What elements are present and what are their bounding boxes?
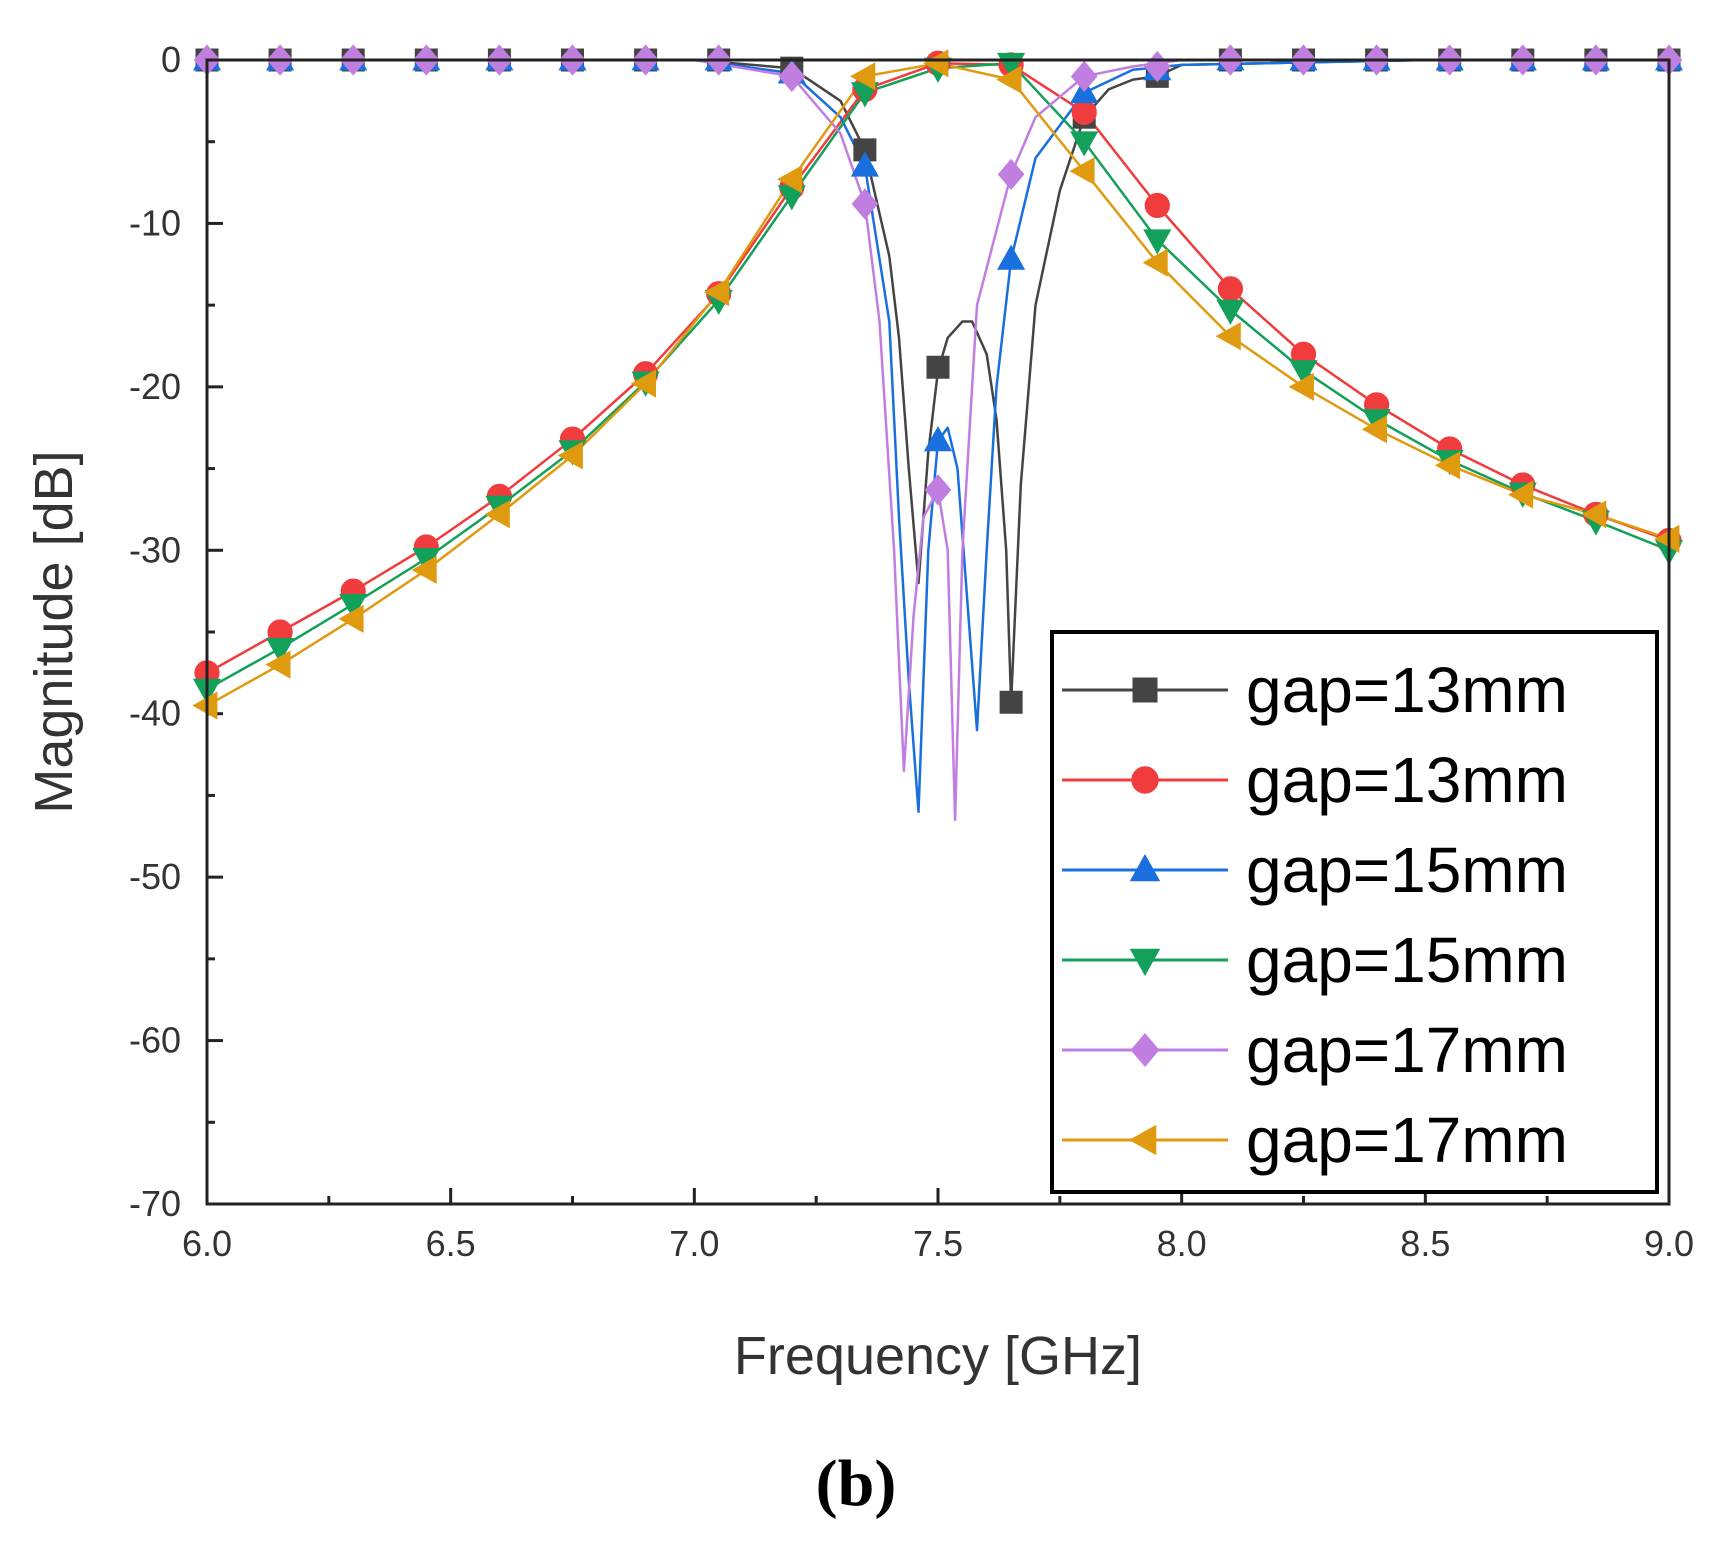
data-point-series-4 xyxy=(1216,299,1245,325)
data-point-series-4 xyxy=(1143,229,1172,255)
data-point-series-5 xyxy=(778,60,806,92)
y-tick-label: -70 xyxy=(129,1183,181,1224)
data-point-series-6 xyxy=(557,441,583,470)
legend-label-1: gap=13mm xyxy=(1246,654,1568,726)
plot-frame xyxy=(205,58,1671,1206)
data-point-series-3 xyxy=(923,426,953,452)
y-tick-labels: 0 -10 -20 -30 -40 -50 -60 -70 xyxy=(129,39,181,1224)
x-tick-label: 6.0 xyxy=(182,1223,232,1264)
data-point-series-6 xyxy=(923,49,949,78)
legend-marker-5 xyxy=(1130,1033,1160,1067)
y-tick-label: -20 xyxy=(129,366,181,407)
data-point-series-5 xyxy=(997,158,1025,191)
legend-marker-1 xyxy=(1132,677,1158,703)
x-tick-label: 9.0 xyxy=(1644,1223,1694,1264)
data-point-series-6 xyxy=(630,369,656,398)
legend-box xyxy=(1050,630,1659,1194)
data-point-series-6 xyxy=(850,62,876,91)
data-point-series-1 xyxy=(999,690,1023,714)
legend-marker-6 xyxy=(1128,1124,1157,1156)
data-point-series-6 xyxy=(1215,322,1241,351)
y-tick-label: -30 xyxy=(129,529,181,570)
legend-label-3: gap=15mm xyxy=(1246,834,1568,906)
series-markers xyxy=(192,44,1684,720)
y-tick-label: -10 xyxy=(129,202,181,243)
y-axis-title: Magnitude [dB] xyxy=(24,450,84,813)
x-tick-label: 8.5 xyxy=(1400,1223,1450,1264)
data-point-series-4 xyxy=(266,637,295,664)
data-point-series-6 xyxy=(338,604,364,633)
x-tick-label: 8.0 xyxy=(1157,1223,1207,1264)
data-point-series-6 xyxy=(192,691,218,720)
data-point-series-6 xyxy=(1581,500,1607,529)
data-point-series-6 xyxy=(1361,415,1387,444)
data-point-series-6 xyxy=(484,500,510,529)
y-tick-label: 0 xyxy=(161,39,181,80)
data-point-series-2 xyxy=(1071,99,1097,125)
x-tick-label: 6.5 xyxy=(426,1223,476,1264)
caption-text: (b) xyxy=(815,1447,897,1520)
data-point-series-6 xyxy=(265,650,291,679)
data-point-series-6 xyxy=(1069,157,1095,186)
data-point-series-1 xyxy=(926,355,950,379)
figure-caption: (b) xyxy=(0,1446,1712,1522)
legend-marker-2 xyxy=(1131,766,1159,794)
data-point-series-5 xyxy=(1070,60,1098,92)
legend: gap=13mm gap=13mm gap=15mm gap=15mm gap=17mm… xyxy=(1050,630,1659,1194)
data-point-series-3 xyxy=(997,244,1026,270)
data-point-series-6 xyxy=(703,278,730,307)
x-axis-title: Frequency [GHz] xyxy=(734,1326,1142,1386)
data-point-series-6 xyxy=(1434,451,1461,480)
legend-label-5: gap=17mm xyxy=(1246,1014,1568,1086)
legend-label-2: gap=13mm xyxy=(1246,744,1568,816)
data-point-series-6 xyxy=(996,65,1022,94)
data-point-series-6 xyxy=(1288,372,1314,401)
data-point-series-4 xyxy=(339,593,368,619)
data-point-series-5 xyxy=(924,474,952,506)
legend-marker-4 xyxy=(1129,948,1161,977)
data-point-series-4 xyxy=(1070,131,1099,157)
legend-label-6: gap=17mm xyxy=(1246,1104,1568,1176)
x-tick-label: 7.5 xyxy=(913,1223,963,1264)
y-tick-label: -50 xyxy=(129,856,181,897)
legend-marker-3 xyxy=(1129,853,1161,882)
data-point-series-3 xyxy=(850,151,879,177)
x-tick-label: 7.0 xyxy=(669,1223,719,1264)
data-point-series-5 xyxy=(851,188,879,220)
y-tick-label: -40 xyxy=(129,693,181,734)
data-point-series-2 xyxy=(1217,276,1244,302)
data-point-series-6 xyxy=(1654,524,1680,553)
data-point-series-2 xyxy=(1144,192,1170,219)
data-point-series-4 xyxy=(1289,360,1318,386)
legend-label-4: gap=15mm xyxy=(1246,924,1568,996)
x-tick-labels: 6.0 6.5 7.0 7.5 8.0 8.5 9.0 xyxy=(182,1223,1694,1264)
data-point-series-6 xyxy=(411,555,437,584)
data-point-series-6 xyxy=(1142,248,1168,277)
data-point-series-6 xyxy=(1508,480,1534,509)
data-point-series-6 xyxy=(777,165,803,194)
series-line-1 xyxy=(207,58,1669,704)
y-tick-label: -60 xyxy=(129,1020,181,1061)
